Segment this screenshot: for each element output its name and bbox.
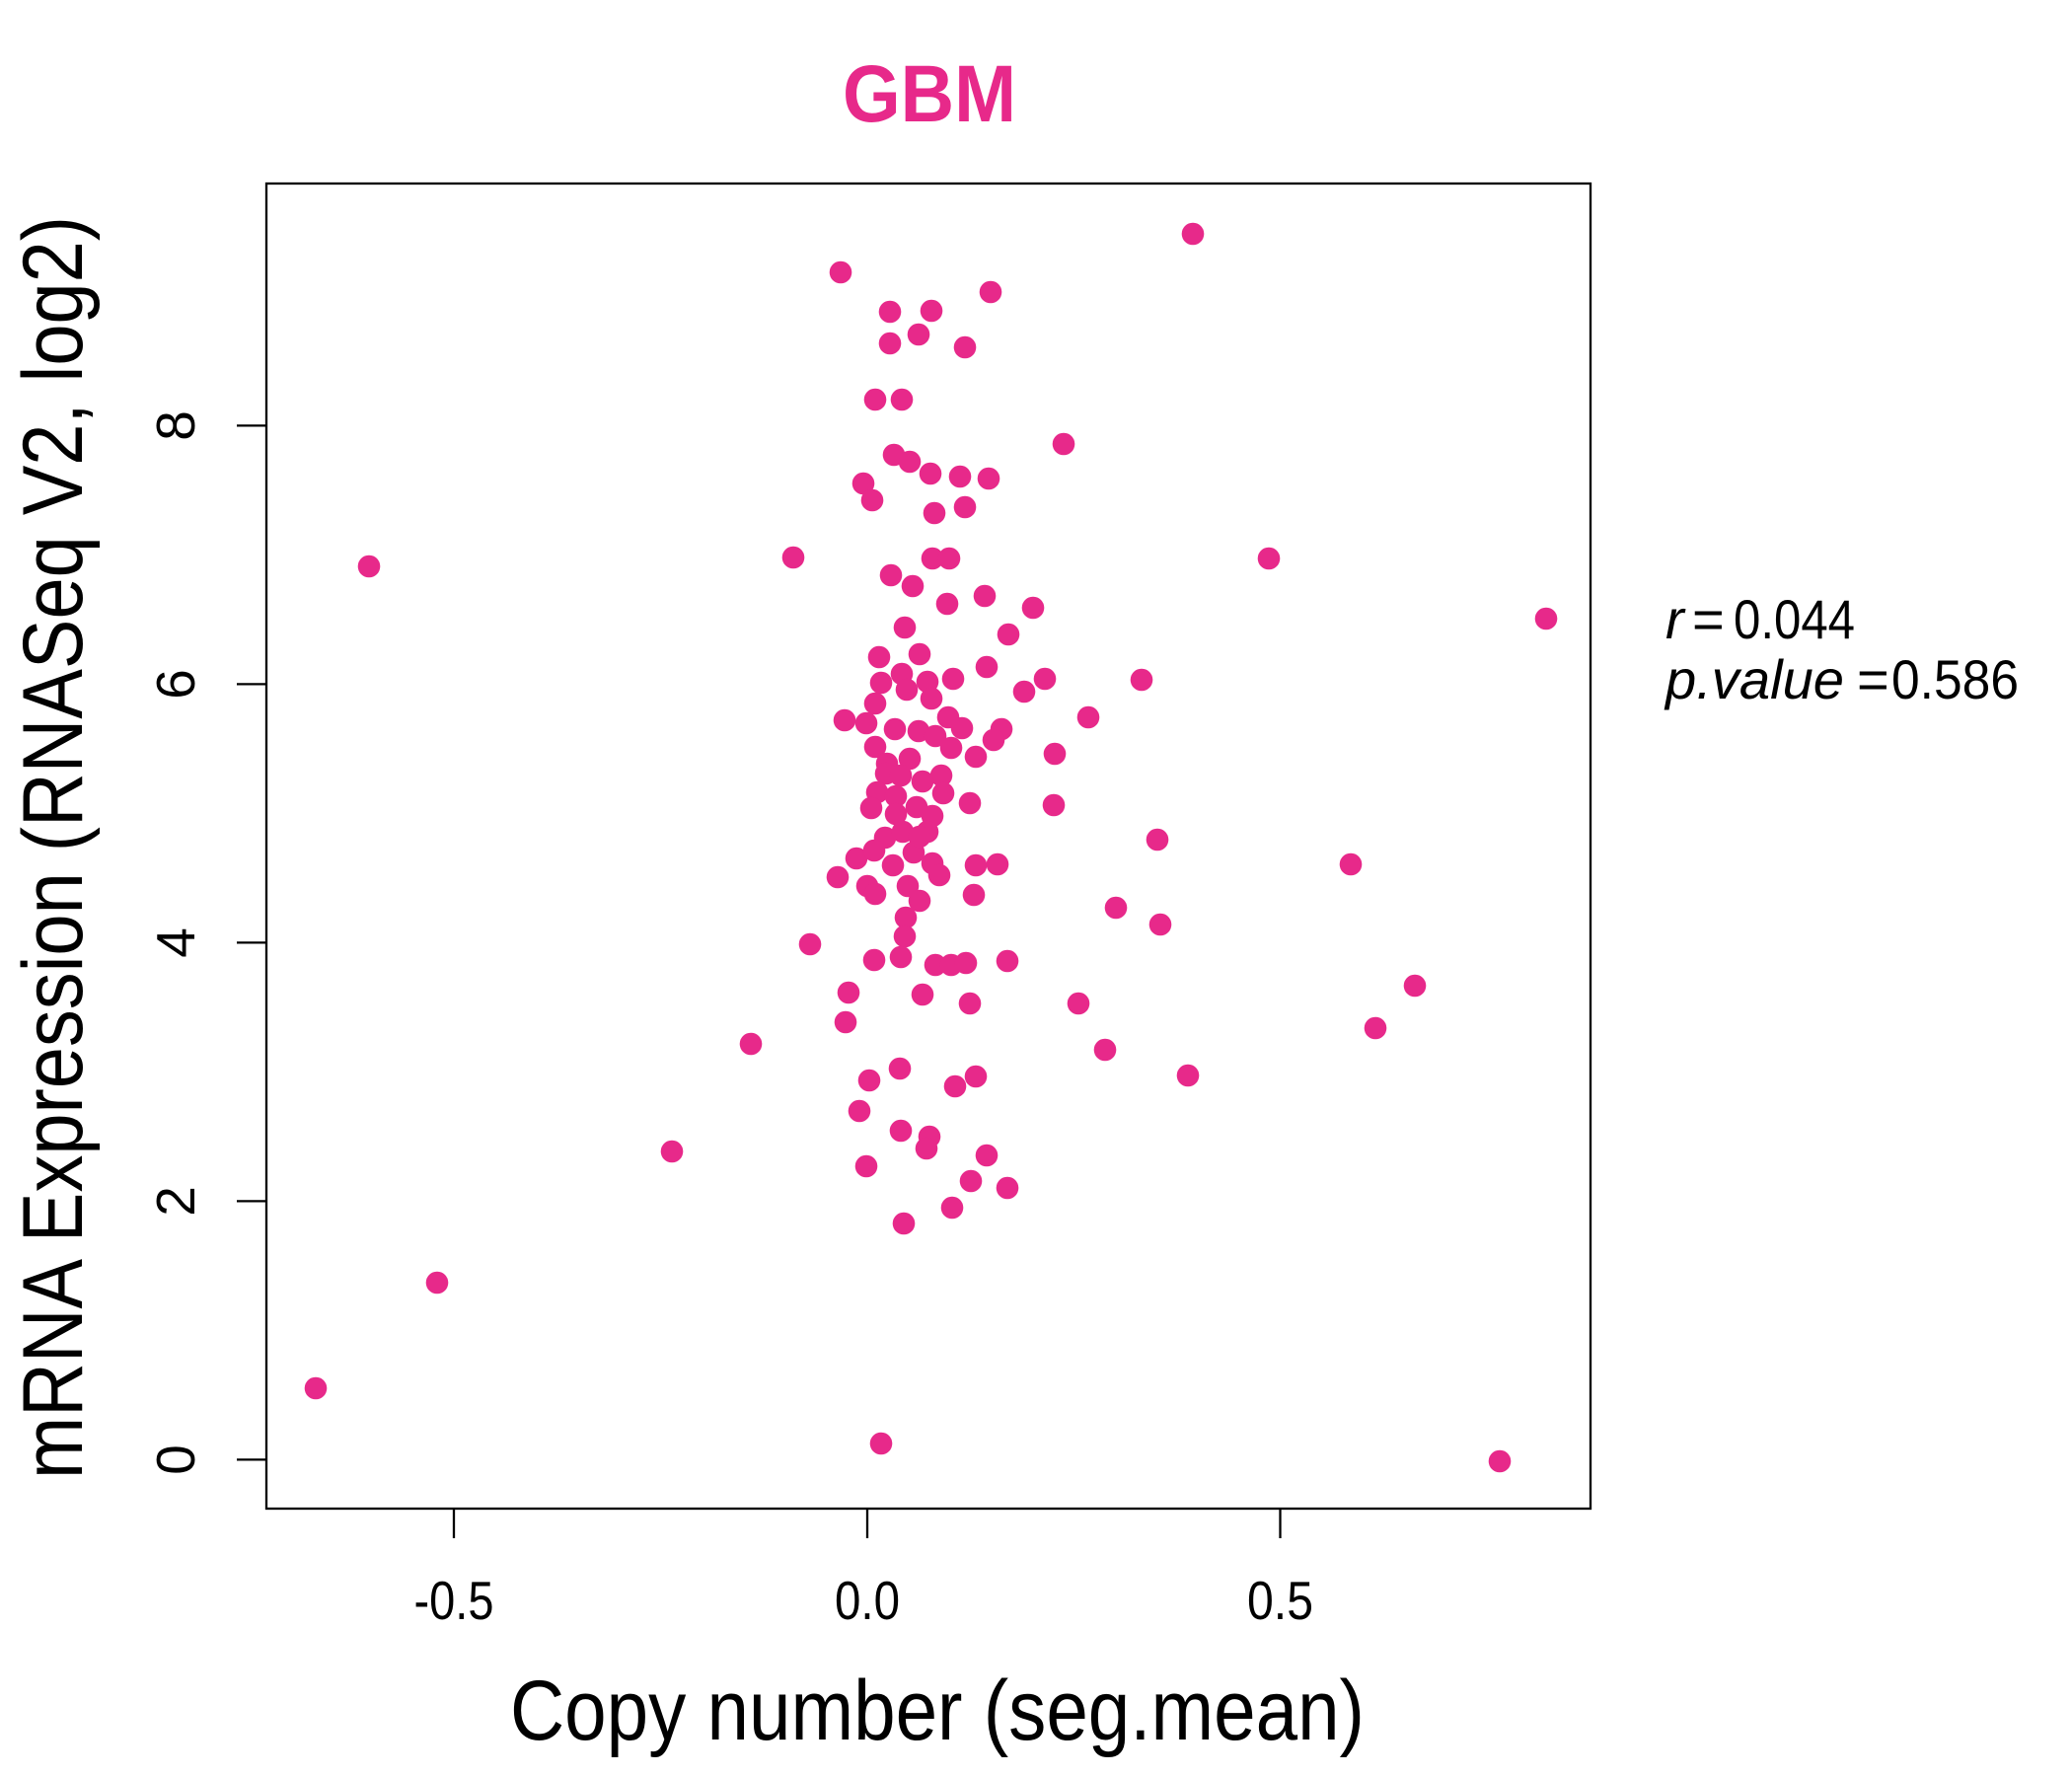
svg-text:Copy number (seg.mean): Copy number (seg.mean)	[510, 1664, 1365, 1758]
svg-text:GBM: GBM	[843, 49, 1016, 139]
svg-text:=: =	[1857, 648, 1889, 710]
svg-text:4: 4	[145, 927, 206, 958]
svg-text:0.586: 0.586	[1891, 648, 2019, 710]
svg-text:2: 2	[145, 1186, 206, 1217]
svg-text:=: =	[1692, 588, 1725, 650]
svg-text:0: 0	[145, 1444, 206, 1475]
svg-text:p.value: p.value	[1664, 648, 1844, 710]
svg-text:6: 6	[145, 669, 206, 700]
svg-text:0.0: 0.0	[835, 1570, 900, 1631]
svg-text:r: r	[1665, 588, 1686, 650]
svg-text:-0.5: -0.5	[414, 1570, 494, 1631]
svg-text:mRNA Expression (RNASeq V2, lo: mRNA Expression (RNASeq V2, log2)	[6, 216, 101, 1479]
svg-text:8: 8	[145, 410, 206, 441]
svg-text:0.5: 0.5	[1247, 1570, 1313, 1631]
svg-text:0.044: 0.044	[1734, 588, 1855, 650]
